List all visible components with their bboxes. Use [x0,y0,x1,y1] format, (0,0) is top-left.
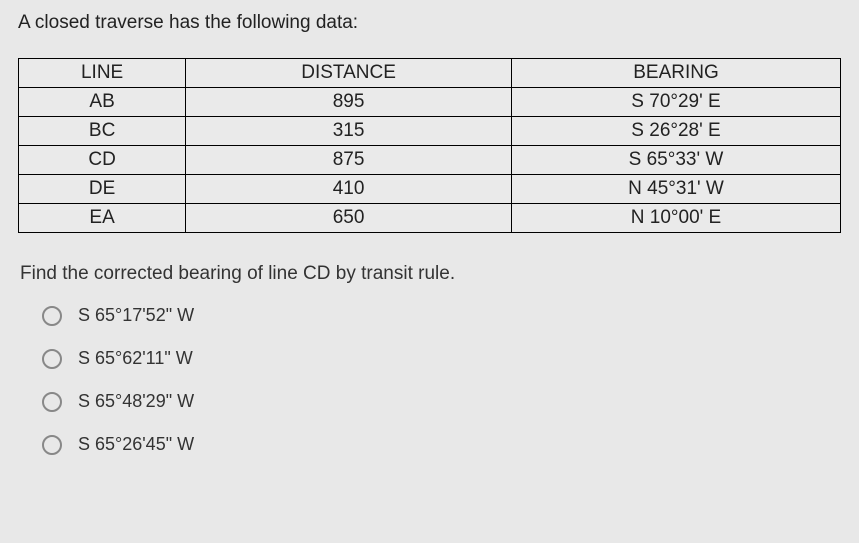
radio-icon[interactable] [42,349,62,369]
table-row: AB 895 S 70°29' E [19,88,841,117]
header-bearing: BEARING [512,59,841,88]
sub-question: Find the corrected bearing of line CD by… [20,263,841,285]
cell-line: BC [19,117,186,146]
table-row: EA 650 N 10°00' E [19,204,841,233]
cell-distance: 650 [186,204,512,233]
option-row[interactable]: S 65°48'29" W [42,391,841,412]
option-row[interactable]: S 65°26'45" W [42,434,841,455]
cell-bearing: N 10°00' E [512,204,841,233]
option-label: S 65°26'45" W [78,434,194,455]
question-title: A closed traverse has the following data… [18,12,841,34]
option-row[interactable]: S 65°62'11" W [42,348,841,369]
table-row: BC 315 S 26°28' E [19,117,841,146]
cell-bearing: S 26°28' E [512,117,841,146]
options-group: S 65°17'52" W S 65°62'11" W S 65°48'29" … [42,305,841,455]
table-header-row: LINE DISTANCE BEARING [19,59,841,88]
cell-bearing: S 65°33' W [512,146,841,175]
cell-line: CD [19,146,186,175]
cell-line: DE [19,175,186,204]
table-row: DE 410 N 45°31' W [19,175,841,204]
radio-icon[interactable] [42,435,62,455]
cell-distance: 410 [186,175,512,204]
cell-distance: 895 [186,88,512,117]
cell-line: EA [19,204,186,233]
cell-line: AB [19,88,186,117]
cell-distance: 315 [186,117,512,146]
table-row: CD 875 S 65°33' W [19,146,841,175]
cell-distance: 875 [186,146,512,175]
header-line: LINE [19,59,186,88]
header-distance: DISTANCE [186,59,512,88]
traverse-data-table: LINE DISTANCE BEARING AB 895 S 70°29' E … [18,58,841,233]
option-row[interactable]: S 65°17'52" W [42,305,841,326]
radio-icon[interactable] [42,392,62,412]
cell-bearing: S 70°29' E [512,88,841,117]
option-label: S 65°17'52" W [78,305,194,326]
option-label: S 65°62'11" W [78,348,193,369]
cell-bearing: N 45°31' W [512,175,841,204]
option-label: S 65°48'29" W [78,391,194,412]
radio-icon[interactable] [42,306,62,326]
